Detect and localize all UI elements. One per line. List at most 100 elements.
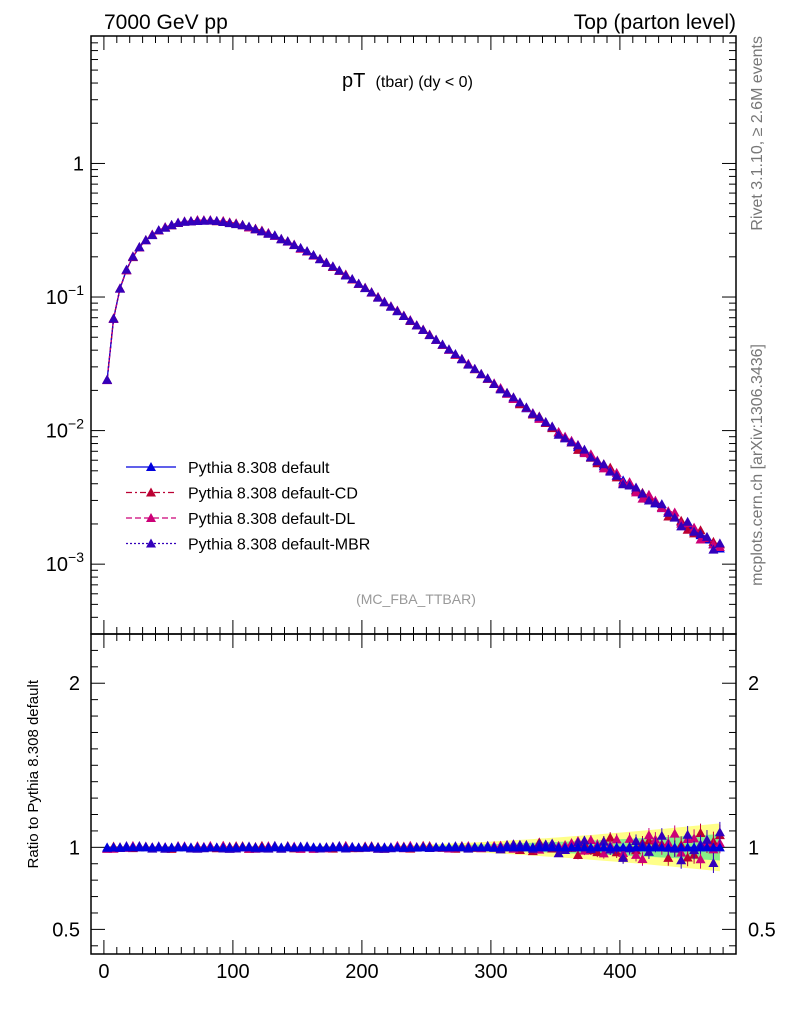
ratio-point-default — [115, 842, 126, 852]
ratio-point-default — [708, 842, 719, 852]
data-point-mbr — [502, 387, 513, 397]
ratio-point-default — [585, 842, 596, 852]
plot-title-sub: (tbar) (dy < 0) — [376, 74, 473, 91]
data-point-mbr — [689, 526, 700, 536]
plot-title: pT (tbar) (dy < 0) — [342, 70, 473, 92]
ratio-point-mbr — [598, 836, 609, 846]
ratio-point-default — [566, 842, 577, 852]
ratio-point-mbr — [682, 829, 693, 839]
ratio-point-default — [302, 842, 313, 852]
legend-label-mbr: Pythia 8.308 default-MBR — [188, 537, 370, 554]
collision-energy-label: 7000 GeV pp — [104, 11, 228, 34]
y-tick-label: 1 — [73, 153, 84, 175]
ratio-point-default — [347, 842, 358, 852]
ratio-point-mbr — [643, 846, 654, 856]
x-tick-label: 200 — [345, 961, 378, 983]
data-point-mbr — [598, 459, 609, 469]
data-point-mbr — [166, 220, 177, 230]
data-point-mbr — [405, 315, 416, 325]
ratio-point-default — [424, 842, 435, 852]
ratio-point-default — [489, 842, 500, 852]
legend-marker-cd — [146, 487, 156, 497]
data-point-mbr — [643, 495, 654, 505]
y-tick-label: 10−1 — [46, 282, 84, 309]
ratio-point-cd — [682, 852, 693, 862]
legend: Pythia 8.308 default Pythia 8.308 default… — [126, 460, 370, 554]
data-point-mbr — [231, 219, 242, 229]
ratio-point-default — [237, 842, 248, 852]
ratio-point-default — [289, 842, 300, 852]
ratio-point-default — [689, 842, 700, 852]
ratio-point-mbr — [579, 835, 590, 845]
ratio-point-mbr — [676, 855, 687, 865]
ratio-point-default — [624, 842, 635, 852]
data-point-mbr — [469, 363, 480, 373]
data-point-dl — [631, 487, 642, 497]
main-axis-ticks — [90, 35, 737, 635]
ratio-point-default — [256, 842, 267, 852]
ratio-point-default — [244, 842, 255, 852]
ratio-y-tick-label: 2 — [69, 673, 80, 695]
data-point-mbr — [198, 215, 209, 225]
data-point-mbr — [605, 466, 616, 476]
ratio-point-default — [418, 842, 429, 852]
ratio-point-default — [218, 842, 229, 852]
ratio-point-default — [553, 842, 564, 852]
ratio-point-default — [637, 842, 648, 852]
data-point-mbr — [437, 339, 448, 349]
data-point-mbr — [508, 392, 519, 402]
data-point-mbr — [392, 306, 403, 316]
data-point-mbr — [585, 452, 596, 462]
y-tick-label: 10−3 — [46, 549, 84, 576]
data-point-mbr — [160, 222, 171, 232]
x-tick-labels: 0 100 200 300 400 — [98, 961, 636, 983]
data-point-mbr — [295, 242, 306, 252]
ratio-point-default — [443, 842, 454, 852]
ratio-point-cd — [572, 850, 583, 860]
ratio-y-tick-label-right: 1 — [748, 837, 759, 859]
data-point-mbr — [282, 236, 293, 246]
ratio-point-mbr — [701, 834, 712, 844]
data-point-cd — [572, 444, 583, 454]
ratio-point-default — [463, 842, 474, 852]
data-point-mbr — [637, 488, 648, 498]
data-point-mbr — [147, 230, 158, 240]
ratio-point-default — [527, 842, 538, 852]
main-plot-panel: 1 10−1 10−2 10−3 pT (tbar) (dy < 0) Pythia … — [46, 35, 737, 635]
ratio-point-default — [592, 842, 603, 852]
ratio-point-dl — [637, 853, 648, 863]
y-tick-label: 10−2 — [46, 416, 84, 443]
data-point-mbr — [424, 330, 435, 340]
ratio-point-default — [431, 842, 442, 852]
ratio-y-tick-label-right: 0.5 — [748, 919, 776, 941]
ratio-point-dl — [643, 830, 654, 840]
ratio-point-mbr — [553, 848, 564, 858]
ratio-point-default — [334, 842, 345, 852]
ratio-point-default — [643, 842, 654, 852]
ratio-point-default — [534, 842, 545, 852]
ratio-point-default — [327, 842, 338, 852]
ratio-plot-frame — [90, 633, 737, 955]
ratio-point-default — [314, 842, 325, 852]
data-point-mbr — [489, 378, 500, 388]
ratio-point-default — [373, 842, 384, 852]
data-point-mbr — [560, 433, 571, 443]
data-point-mbr — [321, 257, 332, 267]
ratio-point-default — [263, 842, 274, 852]
data-point-mbr — [611, 470, 622, 480]
data-point-mbr — [411, 320, 422, 330]
data-point-mbr — [302, 246, 313, 256]
data-point-dl — [637, 493, 648, 503]
ratio-point-default — [185, 842, 196, 852]
x-tick-label: 400 — [603, 961, 636, 983]
ratio-point-default — [695, 842, 706, 852]
data-point-mbr — [205, 215, 216, 225]
legend-label-default: Pythia 8.308 default — [188, 460, 330, 477]
data-point-mbr — [482, 373, 493, 383]
ratio-point-default — [663, 842, 674, 852]
analysis-tag-label: (MC_FBA_TTBAR) — [356, 591, 476, 607]
ratio-point-dl — [695, 854, 706, 864]
data-point-mbr — [263, 228, 274, 238]
data-point-mbr — [656, 499, 667, 509]
